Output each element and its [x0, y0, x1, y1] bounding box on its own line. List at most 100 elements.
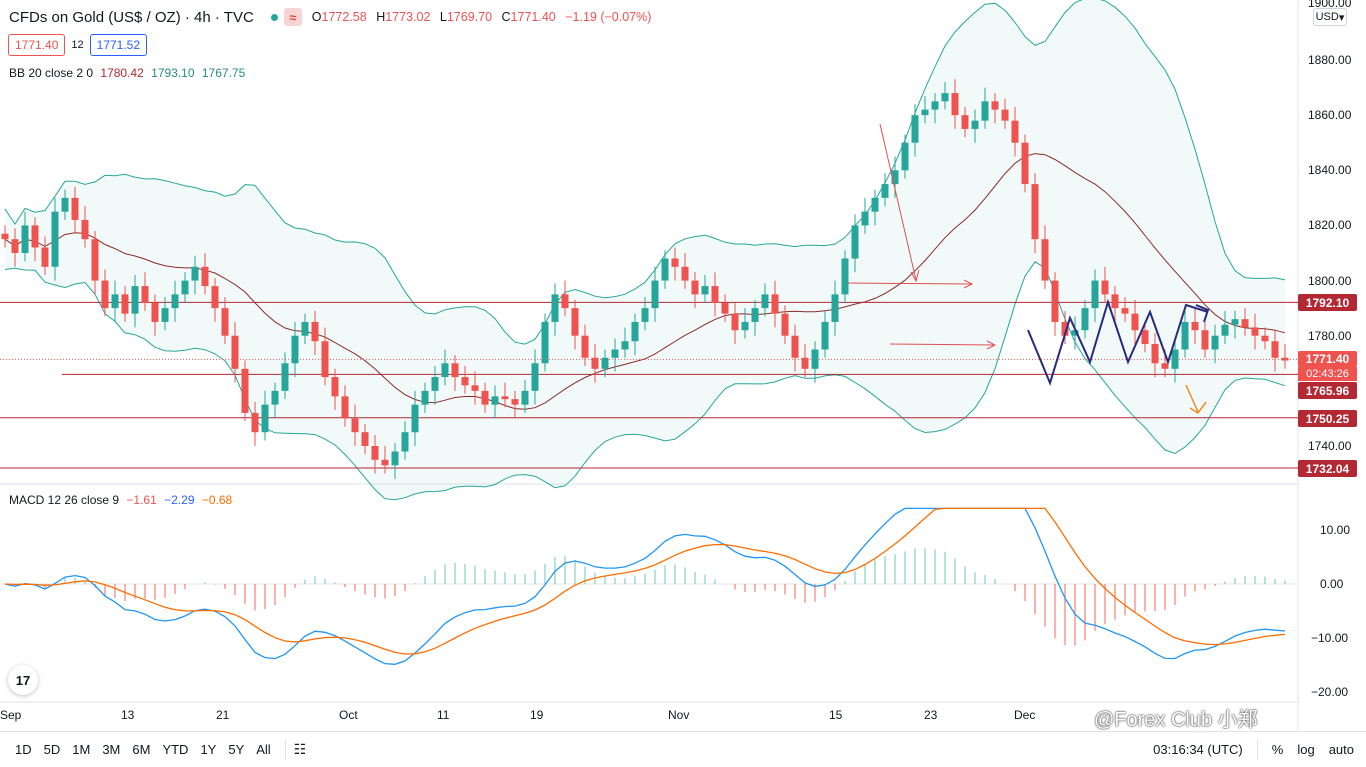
- candle-body: [611, 349, 619, 358]
- sell-price-button[interactable]: 1771.40: [8, 34, 66, 56]
- bb-label: BB 20 close 2 0: [9, 66, 94, 80]
- market-status-badge[interactable]: ≈: [266, 8, 302, 26]
- candle-body: [921, 109, 929, 116]
- candle-body: [1191, 321, 1199, 331]
- buy-price-button[interactable]: 1771.52: [89, 34, 148, 56]
- price-tick: 1860.00: [1308, 108, 1352, 123]
- time-tick: 23: [924, 708, 938, 722]
- candle-body: [1141, 330, 1149, 344]
- candle-body: [1081, 308, 1089, 331]
- candle-body: [531, 363, 539, 391]
- candle-body: [451, 363, 459, 378]
- candle-body: [571, 308, 579, 336]
- time-tick: 11: [437, 708, 450, 722]
- range-5d[interactable]: 5D: [43, 742, 61, 757]
- candle-body: [681, 266, 689, 281]
- candle-body: [1051, 280, 1059, 322]
- candle-body: [541, 321, 549, 364]
- log-toggle[interactable]: log: [1297, 742, 1315, 757]
- candle-body: [31, 225, 39, 248]
- candle-body: [931, 101, 939, 110]
- time-tick: Sep: [0, 708, 22, 722]
- price-tick: 1840.00: [1308, 163, 1352, 178]
- candle-body: [561, 294, 569, 309]
- time-tick: Oct: [339, 708, 358, 722]
- red-arrow-2: [889, 343, 996, 346]
- candle-body: [551, 294, 559, 322]
- candle-body: [1091, 280, 1099, 309]
- price-tick: 1740.00: [1308, 439, 1352, 453]
- watermark-text: @Forex Club 小郑: [1094, 709, 1258, 731]
- date-range-icon[interactable]: ☷: [293, 741, 307, 757]
- candle-body: [421, 390, 429, 405]
- candle-body: [1131, 313, 1139, 331]
- range-all[interactable]: All: [256, 742, 271, 757]
- candle-body: [361, 432, 369, 446]
- macd-legend[interactable]: MACD 12 26 close 9 −1.61 −2.29 −0.68: [9, 493, 236, 507]
- candle-body: [211, 286, 219, 309]
- candle-body: [171, 294, 179, 309]
- percent-toggle[interactable]: %: [1271, 742, 1284, 757]
- range-5y[interactable]: 5Y: [228, 742, 245, 757]
- candle-body: [911, 115, 919, 143]
- candle-body: [831, 294, 839, 322]
- candle-body: [751, 308, 759, 322]
- clock-timezone[interactable]: 03:16:34 (UTC): [1153, 742, 1243, 757]
- candle-body: [271, 390, 279, 405]
- candle-body: [61, 197, 69, 212]
- auto-toggle[interactable]: auto: [1328, 742, 1354, 757]
- candle-body: [221, 308, 229, 336]
- bb-legend[interactable]: BB 20 close 2 0 1780.42 1793.10 1767.75: [9, 66, 249, 80]
- red-arrow-1-head: [963, 279, 974, 289]
- candle-body: [1201, 330, 1209, 350]
- bb-basis-value: 1780.42: [100, 66, 144, 80]
- candle-body: [1031, 184, 1039, 240]
- price-tick: 1820.00: [1308, 218, 1352, 233]
- candle-body: [821, 321, 829, 350]
- candle-body: [511, 399, 519, 405]
- range-ytd[interactable]: YTD: [162, 742, 189, 757]
- candle-body: [91, 239, 99, 281]
- chart-canvas[interactable]: [0, 0, 1366, 731]
- candle-body: [81, 219, 89, 240]
- candle-body: [591, 357, 599, 369]
- candle-body: [631, 321, 639, 342]
- candle-body: [761, 294, 769, 309]
- candle-body: [1241, 319, 1249, 328]
- bb-lower-value: 1767.75: [201, 66, 246, 80]
- macd-signal-value: −0.68: [201, 493, 233, 507]
- candle-body: [771, 294, 779, 314]
- candle-body: [1221, 324, 1229, 336]
- candle-body: [711, 286, 719, 303]
- candle-body: [861, 211, 869, 226]
- range-1y[interactable]: 1Y: [200, 742, 217, 757]
- candle-body: [1281, 357, 1289, 361]
- orange-down-arrow-head: [1189, 401, 1207, 415]
- range-1d[interactable]: 1D: [15, 742, 32, 757]
- symbol-title[interactable]: CFDs on Gold (US$ / OZ) · 4h · TVC: [9, 8, 254, 26]
- macd-tick: −10.00: [1311, 631, 1349, 645]
- candle-body: [961, 115, 969, 129]
- horizontal-levels: [0, 301, 1298, 469]
- candle-body: [601, 357, 609, 369]
- candle-body: [1231, 319, 1239, 325]
- candle-body: [1111, 294, 1119, 309]
- currency-select[interactable]: USD ▾: [1313, 8, 1347, 26]
- divider: [284, 739, 286, 760]
- level-tag-1732: 1732.04: [1298, 460, 1357, 477]
- range-1m[interactable]: 1M: [72, 742, 91, 757]
- candle-body: [411, 404, 419, 433]
- candle-body: [621, 341, 629, 350]
- time-tick: Dec: [1014, 708, 1036, 722]
- range-3m[interactable]: 3M: [102, 742, 121, 757]
- candle-body: [401, 432, 409, 452]
- candle-body: [71, 197, 79, 220]
- tradingview-logo-icon[interactable]: 17: [8, 665, 38, 695]
- candle-body: [441, 363, 449, 378]
- price-tick: 1780.00: [1308, 328, 1352, 343]
- candle-body: [651, 280, 659, 309]
- candle-body: [1121, 308, 1129, 314]
- range-6m[interactable]: 6M: [132, 742, 151, 757]
- candle-body: [1251, 327, 1259, 336]
- candle-body: [991, 101, 999, 110]
